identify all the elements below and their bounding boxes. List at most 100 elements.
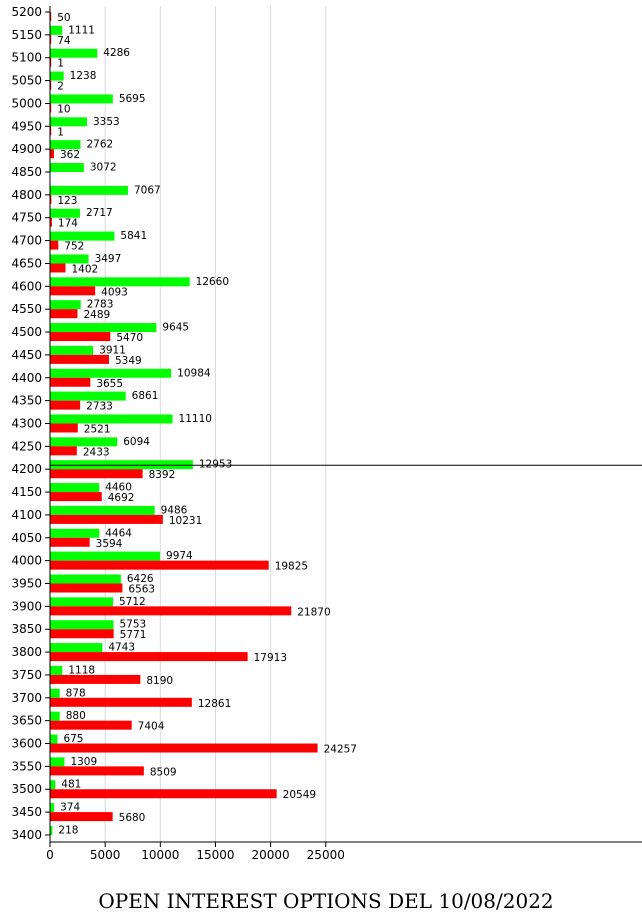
bar-green-label: 1118 [68, 664, 95, 676]
bar-red [50, 194, 52, 204]
bar-red-label: 12861 [198, 698, 231, 710]
bar-green-label: 675 [63, 733, 83, 745]
bar-green-label: 4460 [105, 482, 132, 494]
y-tick-label: 3500 [11, 782, 42, 796]
bar-green [50, 254, 89, 264]
bar-red-label: 123 [57, 195, 77, 207]
bar-green [50, 505, 155, 515]
bar-green-label: 3497 [95, 253, 122, 265]
bar-red [50, 743, 318, 753]
bar-red-label: 2433 [83, 446, 110, 458]
bar-green-label: 481 [61, 779, 81, 791]
bar-green-label: 880 [66, 710, 86, 722]
bar-red [50, 423, 78, 433]
bar-green-label: 2783 [87, 299, 114, 311]
bar-green-label: 2717 [86, 207, 113, 219]
bar-green-label: 9645 [162, 322, 189, 334]
bar-red-label: 4692 [108, 492, 135, 504]
bar-red [50, 400, 81, 410]
y-tick-label: 4750 [11, 211, 42, 225]
bar-green-label: 374 [60, 802, 80, 814]
y-tick-label: 3750 [11, 668, 42, 682]
bar-red [50, 514, 163, 524]
y-tick-label: 4000 [11, 554, 42, 568]
bar-red-label: 6563 [128, 584, 155, 596]
bar-green-label: 4286 [103, 47, 130, 59]
bar-red-label: 19825 [275, 561, 308, 573]
bar-green [50, 803, 55, 813]
bar-red-label: 10231 [169, 515, 202, 527]
y-tick-label: 3450 [11, 805, 42, 819]
bar-red [50, 789, 277, 799]
bar-green-label: 3911 [99, 344, 126, 356]
chart-title: OPEN INTEREST OPTIONS DEL 10/08/2022 [98, 889, 553, 913]
bar-red-label: 174 [58, 218, 78, 230]
bar-green-label: 5753 [119, 619, 146, 631]
bar-red-label: 8392 [149, 469, 176, 481]
bar-red-label: 10 [57, 103, 70, 115]
bar-red [50, 674, 141, 684]
bar-green-label: 1111 [68, 24, 95, 36]
bar-red [50, 240, 59, 250]
bar-green-label: 6861 [132, 390, 159, 402]
bar-green [50, 48, 98, 58]
y-tick-label: 4500 [11, 325, 42, 339]
bar-green [50, 323, 157, 333]
bar-red-label: 4093 [101, 286, 128, 298]
bar-red [50, 217, 52, 227]
y-tick-label: 3800 [11, 645, 42, 659]
bar-green [50, 825, 53, 835]
bar-green-label: 9974 [166, 550, 193, 562]
bar-red-label: 5771 [120, 629, 147, 641]
y-tick-label: 4200 [11, 462, 42, 476]
y-tick-label: 3400 [11, 828, 42, 842]
y-tick-label: 4850 [11, 165, 42, 179]
y-tick-label: 3850 [11, 622, 42, 636]
bar-red-label: 8190 [146, 675, 173, 687]
y-tick-label: 5100 [11, 51, 42, 65]
bar-green [50, 780, 56, 790]
y-tick-label: 5000 [11, 96, 42, 110]
bar-red [50, 812, 113, 822]
bar-green [50, 117, 87, 127]
bar-green [50, 620, 114, 630]
bar-green-label: 7067 [134, 184, 161, 196]
bars [50, 12, 642, 835]
bar-red-label: 1402 [71, 263, 98, 275]
y-tick-label: 4250 [11, 439, 42, 453]
y-tick-label: 4900 [11, 142, 42, 156]
bar-green [50, 391, 126, 401]
x-axis: 0 5000 10000 15000 20000 25000 [46, 841, 642, 862]
bar-red [50, 332, 111, 342]
bar-red [50, 606, 292, 616]
y-axis: 5200 5150 5100 5050 5000 4950 4900 4850 4800 4750… [11, 5, 51, 842]
bar-green-label: 4743 [108, 642, 135, 654]
y-tick-label: 5050 [11, 74, 42, 88]
bar-green [50, 551, 161, 561]
bar-green [50, 688, 60, 698]
y-tick-label: 4800 [11, 188, 42, 202]
y-tick-label: 4400 [11, 371, 42, 385]
bar-red-label: 1 [57, 126, 64, 138]
bar-red [50, 377, 91, 387]
bar-green [50, 757, 65, 767]
x-tick-label: 0 [46, 848, 54, 862]
y-tick-label: 3650 [11, 714, 42, 728]
bar-green [50, 368, 172, 378]
y-tick-label: 3900 [11, 599, 42, 613]
bar-red [50, 103, 52, 113]
bar-green [50, 300, 81, 310]
bar-green-label: 5712 [119, 596, 146, 608]
bar-green [50, 643, 103, 653]
bar-red [50, 126, 52, 136]
y-tick-label: 3950 [11, 577, 42, 591]
bar-green [50, 277, 190, 287]
bar-red [50, 697, 192, 707]
bar-green-label: 9486 [161, 504, 188, 516]
bar-red-label: 24257 [324, 744, 357, 756]
y-tick-label: 4700 [11, 234, 42, 248]
bar-green-label: 3072 [90, 162, 117, 174]
bar-green [50, 528, 100, 538]
